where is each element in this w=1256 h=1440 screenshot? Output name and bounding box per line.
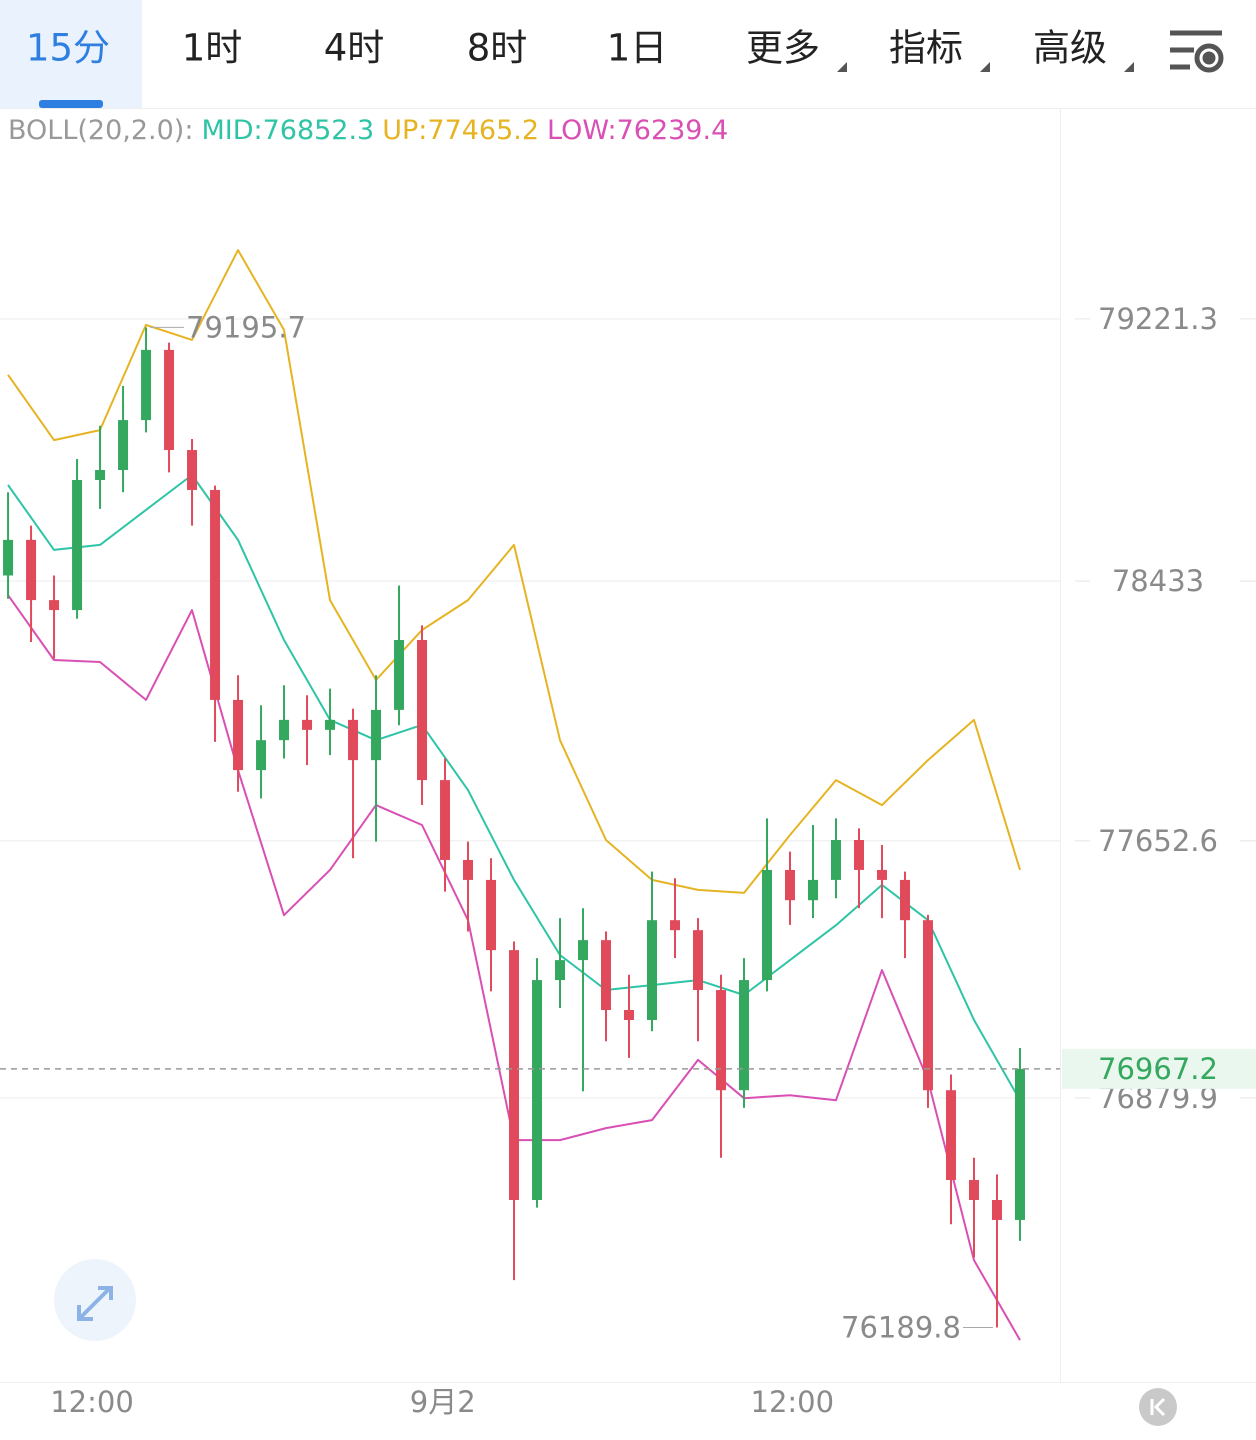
candle-body <box>187 450 198 490</box>
candle-body <box>325 719 336 730</box>
candle-body <box>3 539 14 576</box>
min-label: 76189.8 <box>841 1310 961 1344</box>
candle-body <box>302 719 313 730</box>
candle-body <box>463 859 474 880</box>
candle-body <box>164 349 175 451</box>
candle-body <box>279 719 290 741</box>
y-tick-label: 77652.6 <box>1098 824 1218 858</box>
candle-body <box>509 950 520 1200</box>
candle-body <box>26 539 37 601</box>
candle-body <box>141 349 152 421</box>
candle-body <box>601 940 612 1011</box>
candle-body <box>991 1199 1002 1220</box>
max-label: 79195.7 <box>186 310 306 344</box>
candle-body <box>49 600 60 611</box>
candle-body <box>348 719 359 761</box>
candle-body <box>830 839 841 880</box>
current-price-box <box>1062 1048 1256 1089</box>
legend-item: MID:76852.3 <box>201 115 374 146</box>
current-price-label: 76967.2 <box>1098 1052 1218 1086</box>
candle-body <box>440 780 451 860</box>
legend-item: LOW:76239.4 <box>547 115 728 146</box>
candle-body <box>876 869 887 880</box>
candle-body <box>624 1010 635 1020</box>
timeframe-tab[interactable]: 1日 <box>607 27 668 70</box>
scroll-latest-icon <box>1150 1397 1166 1417</box>
dropdown-caret <box>980 62 990 72</box>
candle-body <box>968 1180 979 1200</box>
candle-body <box>394 640 405 710</box>
candle-body <box>95 470 106 480</box>
candle-body <box>945 1090 956 1181</box>
active-tab-indicator <box>39 100 103 108</box>
boll-line <box>7 249 1021 894</box>
candle-body <box>761 869 772 981</box>
x-tick-label: 12:00 <box>751 1385 835 1419</box>
y-tick-label: 78433 <box>1112 564 1204 598</box>
candle-body <box>118 420 129 471</box>
candle-body <box>256 740 267 771</box>
timeframe-tab[interactable]: 8时 <box>467 27 528 70</box>
dropdown-caret <box>1124 62 1134 72</box>
expand-button[interactable] <box>54 1259 136 1341</box>
candle-body <box>784 869 795 901</box>
candle-body <box>922 920 933 1091</box>
candle-body <box>739 980 750 1091</box>
candle-body <box>72 479 83 611</box>
y-tick-label: 79221.3 <box>1098 302 1218 336</box>
active-tab-bg <box>0 0 142 108</box>
candle-body <box>853 839 864 870</box>
candle-body <box>1014 1068 1025 1220</box>
expand-icon <box>77 1286 113 1321</box>
candle-body <box>647 920 658 1020</box>
candle-body <box>417 640 428 781</box>
candle-body <box>210 489 221 700</box>
timeframe-tab[interactable]: 更多 <box>746 27 820 70</box>
x-tick-label: 12:00 <box>50 1385 134 1419</box>
dropdown-caret <box>837 62 847 72</box>
candle-body <box>716 990 727 1091</box>
candle-body <box>532 980 543 1200</box>
candle-body <box>670 920 681 931</box>
timeframe-tab[interactable]: 指标 <box>889 27 963 70</box>
settings-icon[interactable] <box>1170 30 1224 73</box>
legend-item: UP:77465.2 <box>382 115 539 146</box>
timeframe-tab[interactable]: 1时 <box>182 27 243 70</box>
candle-body <box>899 879 910 921</box>
candle-body <box>486 879 497 951</box>
candle-body <box>233 699 244 771</box>
candle-body <box>578 940 589 961</box>
candle-body <box>693 930 704 991</box>
candle-body <box>371 709 382 761</box>
boll-legend: BOLL(20,2.0): MID:76852.3 UP:77465.2 LOW:76… <box>8 115 728 146</box>
legend-item: BOLL(20,2.0): <box>8 115 193 146</box>
candle-body <box>555 960 566 981</box>
boll-line <box>7 474 1021 1101</box>
x-tick-label: 9月2 <box>410 1385 476 1419</box>
timeframe-tab[interactable]: 15分 <box>26 27 110 70</box>
timeframe-tab[interactable]: 4时 <box>324 27 385 70</box>
candle-body <box>807 879 818 901</box>
timeframe-tab[interactable]: 高级 <box>1033 27 1107 70</box>
